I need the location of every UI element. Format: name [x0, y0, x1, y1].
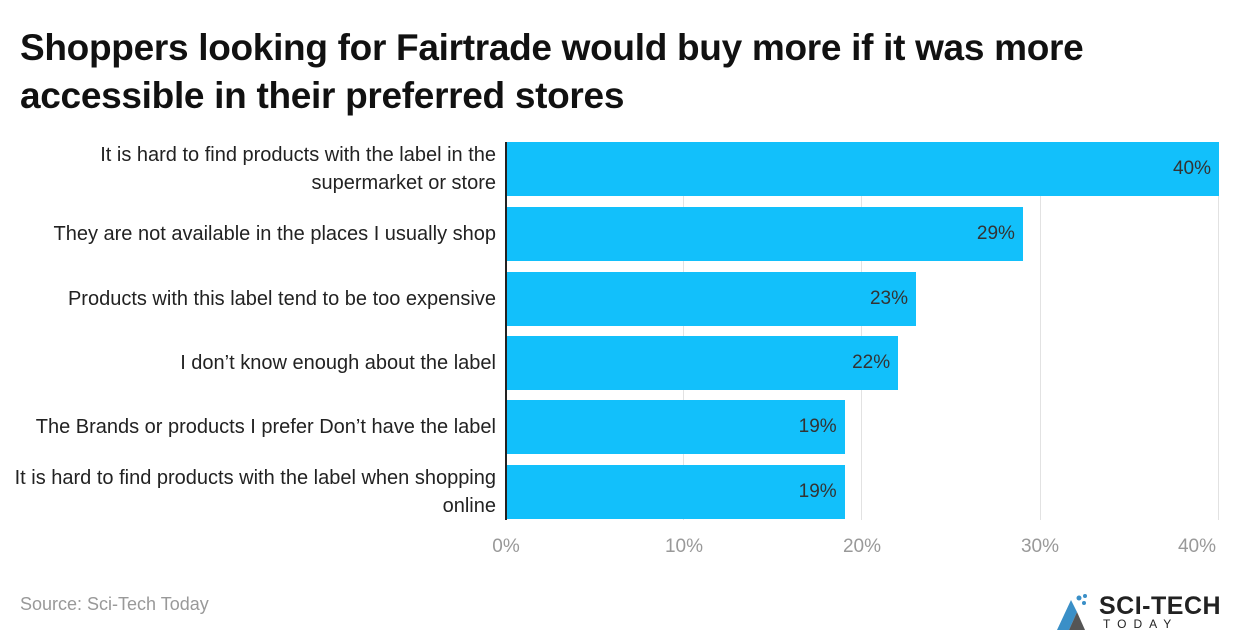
category-label: It is hard to find products with the lab…: [100, 144, 496, 194]
category-label: The Brands or products I prefer Don’t ha…: [35, 416, 496, 438]
bar-value-label: 29%: [976, 223, 1015, 244]
plot-area: 40% 29% 23% 22% 19% 19%: [505, 142, 1219, 520]
logo-subtitle: TODAY: [1103, 616, 1179, 631]
bar: 19%: [506, 465, 845, 519]
chart-title: Shoppers looking for Fairtrade would buy…: [20, 27, 1084, 116]
gridline: [1218, 142, 1219, 520]
bar: 40%: [506, 142, 1219, 196]
gridline: [861, 142, 862, 520]
x-tick: 40%: [1177, 536, 1217, 557]
x-tick: 30%: [1020, 536, 1060, 557]
gridline: [1040, 142, 1041, 520]
bar: 29%: [506, 207, 1023, 261]
bar-value-label: 40%: [1172, 158, 1211, 179]
logo-mark-icon: [1057, 594, 1087, 630]
x-tick: 0%: [492, 536, 520, 557]
bar: 23%: [506, 272, 916, 326]
category-label: They are not available in the places I u…: [53, 223, 497, 245]
bar-value-label: 23%: [869, 288, 908, 309]
source-note: Source: Sci-Tech Today: [20, 594, 209, 614]
bar: 19%: [506, 400, 845, 454]
category-label: Products with this label tend to be too …: [67, 288, 496, 310]
logo-title: SCI-TECH: [1099, 591, 1222, 620]
y-axis-line: [505, 142, 507, 520]
bar-value-label: 19%: [798, 416, 837, 437]
bar-value-label: 19%: [798, 481, 837, 502]
category-label: It is hard to find products with the lab…: [14, 467, 496, 517]
brand-logo: SCI-TECH TODAY: [1055, 592, 1221, 632]
x-tick: 20%: [842, 536, 882, 557]
bar-value-label: 22%: [852, 352, 891, 373]
gridline: [683, 142, 684, 520]
category-label: I don’t know enough about the label: [180, 352, 496, 374]
bar: 22%: [506, 336, 899, 390]
x-tick: 10%: [664, 536, 704, 557]
